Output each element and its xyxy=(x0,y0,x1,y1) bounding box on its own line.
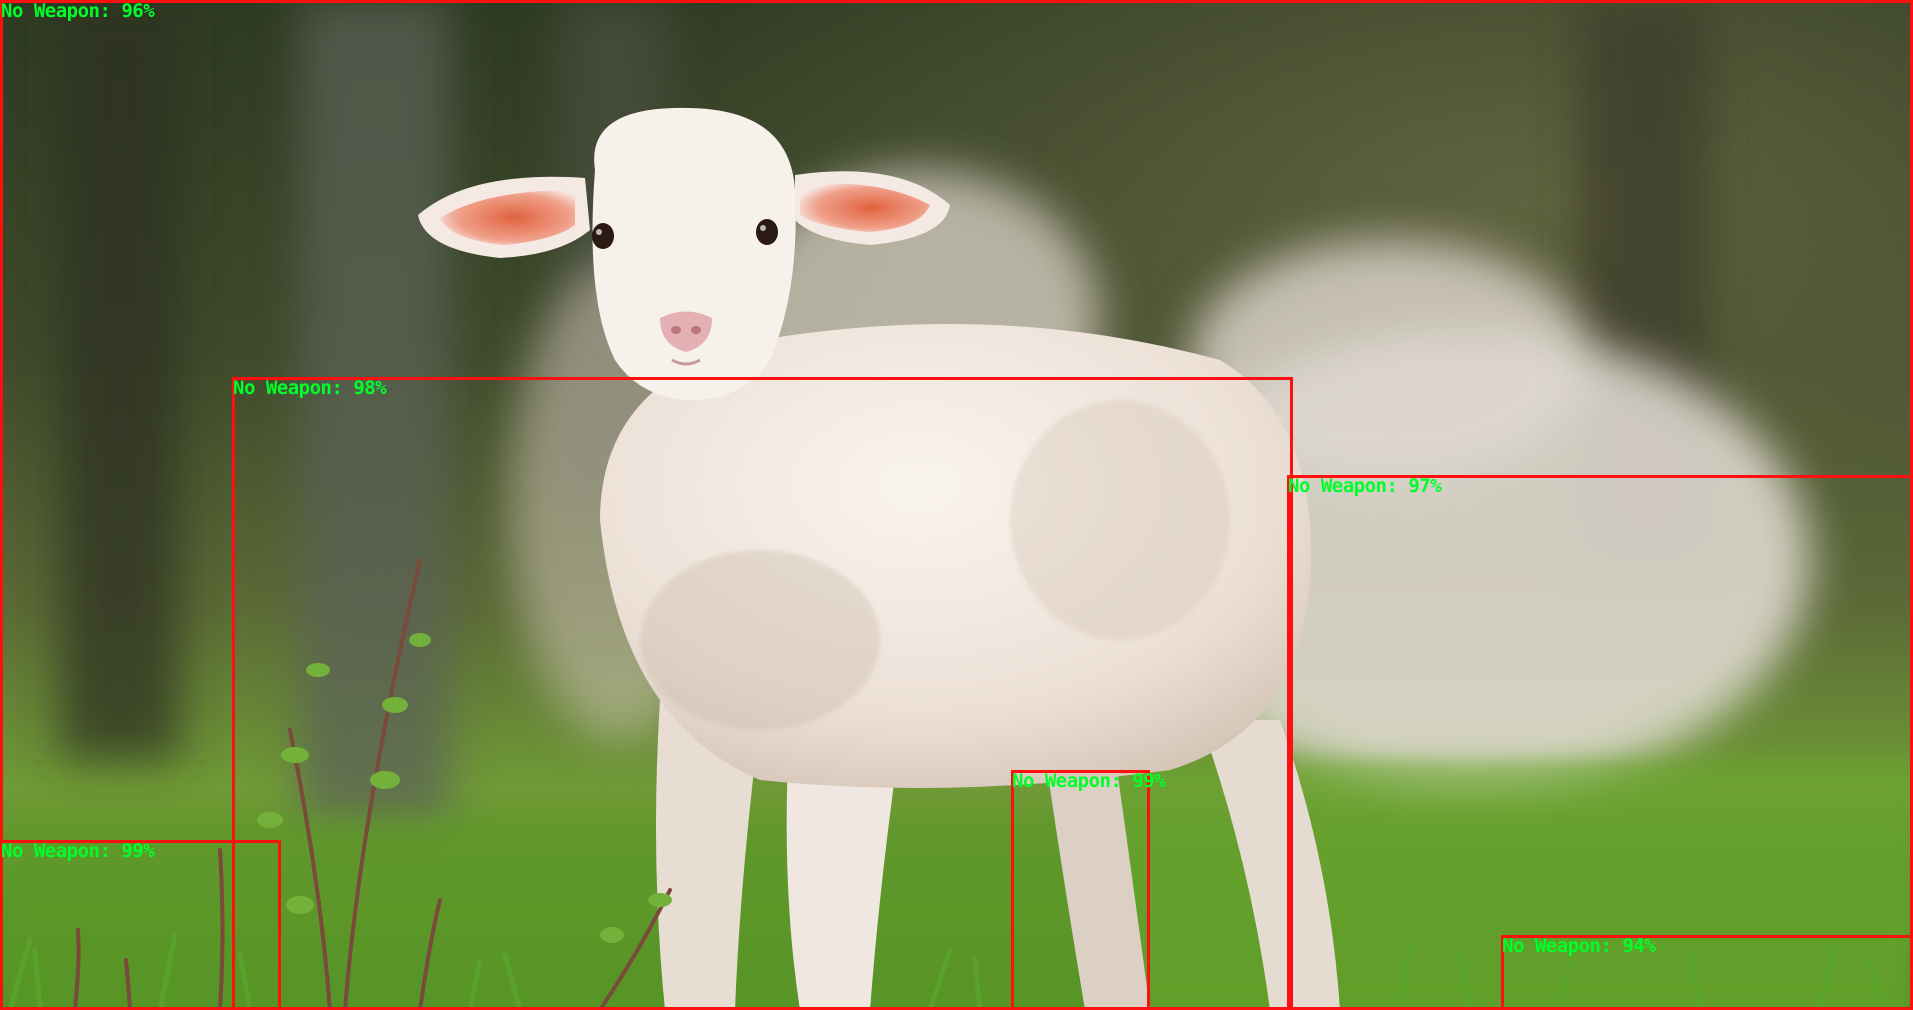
detection-image: No Weapon: 96% No Weapon: 98% No Weapon:… xyxy=(0,0,1913,1010)
photo-lamb-in-meadow xyxy=(0,0,1913,1010)
